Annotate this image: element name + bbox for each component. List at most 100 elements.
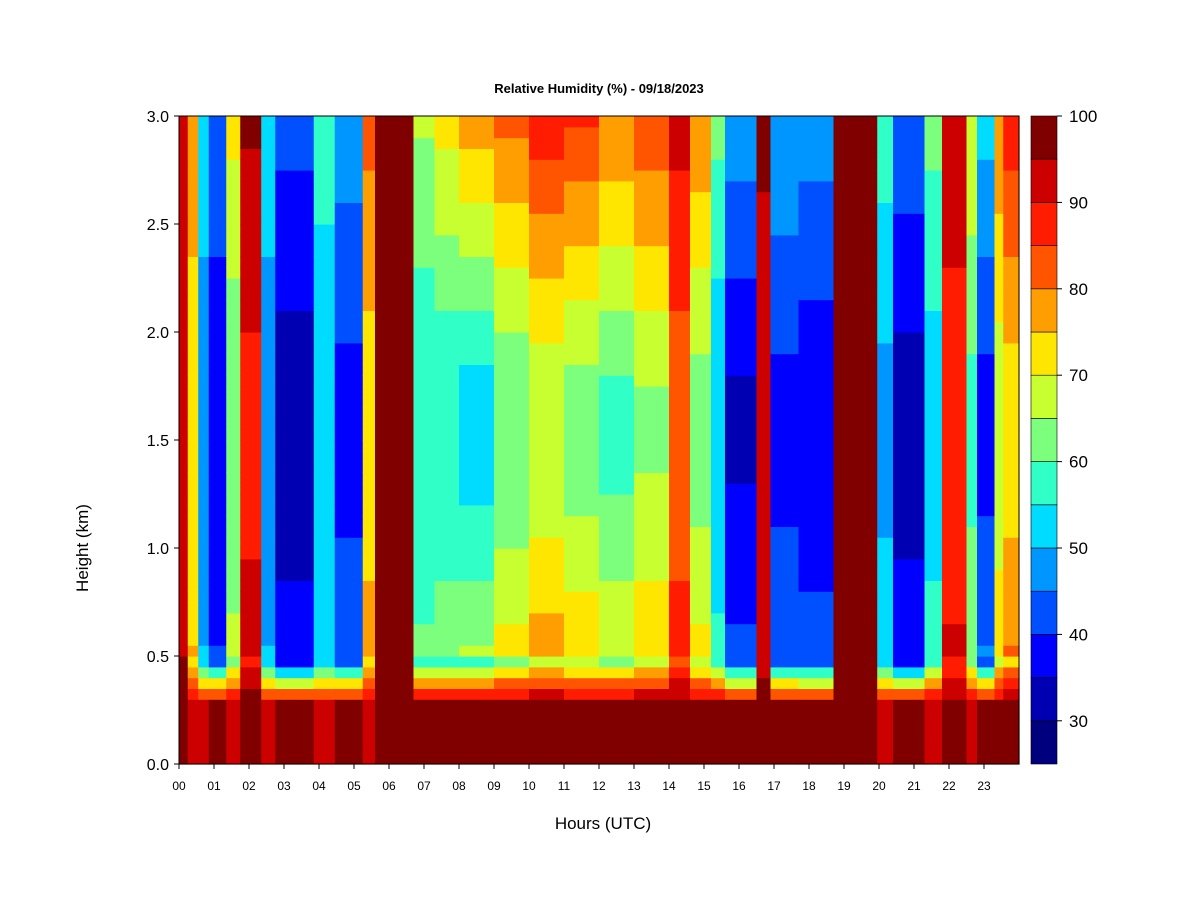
- heatmap-cell: [669, 569, 691, 581]
- heatmap-cell: [833, 461, 878, 473]
- heatmap-cell: [599, 267, 635, 279]
- heatmap-cell: [994, 569, 1004, 581]
- heatmap-cell: [669, 170, 691, 182]
- heatmap-cell: [208, 429, 227, 441]
- heatmap-cell: [334, 375, 364, 387]
- heatmap-cell: [226, 342, 241, 355]
- heatmap-cell: [179, 720, 189, 733]
- heatmap-cell: [690, 375, 712, 387]
- heatmap-cell: [494, 548, 530, 560]
- heatmap-cell: [966, 591, 978, 603]
- heatmap-cell: [275, 256, 315, 268]
- heatmap-cell: [977, 396, 996, 409]
- heatmap-cell: [529, 224, 565, 236]
- heatmap-cell: [877, 656, 894, 668]
- heatmap-cell: [711, 288, 726, 301]
- heatmap-cell: [313, 602, 336, 614]
- heatmap-cell: [362, 170, 376, 182]
- heatmap-cell: [1003, 720, 1020, 733]
- heatmap-cell: [459, 202, 495, 214]
- heatmap-cell: [924, 396, 943, 409]
- heatmap-cell: [711, 591, 726, 603]
- heatmap-cell: [275, 494, 315, 506]
- heatmap-cell: [634, 731, 670, 743]
- heatmap-cell: [669, 731, 691, 743]
- heatmap-cell: [924, 634, 943, 646]
- heatmap-cell: [261, 202, 276, 214]
- heatmap-cell: [334, 116, 364, 128]
- x-tick-label: 13: [627, 779, 641, 793]
- heatmap-cell: [240, 504, 262, 517]
- heatmap-cell: [711, 699, 726, 711]
- heatmap-cell: [711, 256, 726, 268]
- heatmap-cell: [1003, 580, 1020, 592]
- heatmap-cell: [413, 386, 436, 398]
- heatmap-cell: [226, 472, 241, 484]
- heatmap-cell: [413, 116, 436, 128]
- heatmap-cell: [994, 267, 1004, 279]
- heatmap-cell: [275, 623, 315, 635]
- heatmap-cell: [459, 753, 495, 765]
- heatmap-cell: [434, 720, 460, 733]
- heatmap-cell: [798, 137, 835, 149]
- heatmap-cell: [226, 494, 241, 506]
- heatmap-cell: [725, 170, 758, 182]
- heatmap-cell: [179, 332, 189, 344]
- heatmap-cell: [226, 526, 241, 538]
- heatmap-cell: [1003, 213, 1020, 225]
- heatmap-cell: [634, 332, 670, 344]
- heatmap-cell: [634, 440, 670, 452]
- heatmap-cell: [966, 288, 978, 301]
- heatmap-cell: [529, 677, 565, 689]
- heatmap-cell: [434, 753, 460, 765]
- colorbar-swatch: [1030, 590, 1058, 635]
- heatmap-cell: [275, 310, 315, 322]
- heatmap-cell: [362, 645, 376, 657]
- heatmap-cell: [226, 677, 241, 689]
- heatmap-cell: [756, 126, 772, 139]
- heatmap-cell: [198, 170, 210, 182]
- heatmap-cell: [966, 558, 978, 571]
- heatmap-cell: [179, 321, 189, 333]
- heatmap-cell: [375, 353, 415, 365]
- heatmap-cell: [977, 137, 996, 149]
- heatmap-cell: [725, 202, 758, 214]
- heatmap-cell: [179, 375, 189, 387]
- heatmap-cell: [924, 450, 943, 463]
- heatmap-cell: [725, 742, 758, 754]
- heatmap-cell: [942, 396, 968, 409]
- heatmap-cell: [770, 645, 800, 657]
- heatmap-cell: [1003, 602, 1020, 614]
- heatmap-cell: [690, 677, 712, 689]
- heatmap-cell: [313, 386, 336, 398]
- heatmap-cell: [893, 537, 926, 549]
- heatmap-cell: [187, 353, 199, 365]
- heatmap-cell: [261, 688, 276, 700]
- heatmap-cell: [756, 321, 772, 333]
- heatmap-cell: [434, 612, 460, 625]
- heatmap-cell: [725, 548, 758, 560]
- heatmap-cell: [334, 202, 364, 214]
- heatmap-cell: [994, 342, 1004, 355]
- heatmap-cell: [877, 569, 894, 581]
- heatmap-cell: [756, 656, 772, 668]
- heatmap-cell: [179, 159, 189, 171]
- heatmap-cell: [529, 278, 565, 290]
- heatmap-cell: [798, 526, 835, 538]
- heatmap-cell: [599, 666, 635, 679]
- heatmap-cell: [893, 267, 926, 279]
- heatmap-cell: [942, 429, 968, 441]
- heatmap-cell: [599, 375, 635, 387]
- heatmap-cell: [413, 472, 436, 484]
- heatmap-cell: [494, 170, 530, 182]
- heatmap-cell: [966, 634, 978, 646]
- heatmap-cell: [711, 537, 726, 549]
- heatmap-cell: [994, 288, 1004, 301]
- heatmap-cell: [833, 710, 878, 722]
- heatmap-cell: [669, 450, 691, 463]
- heatmap-cell: [494, 267, 530, 279]
- heatmap-cell: [208, 126, 227, 139]
- heatmap-cell: [494, 666, 530, 679]
- heatmap-cell: [198, 364, 210, 376]
- heatmap-cell: [313, 688, 336, 700]
